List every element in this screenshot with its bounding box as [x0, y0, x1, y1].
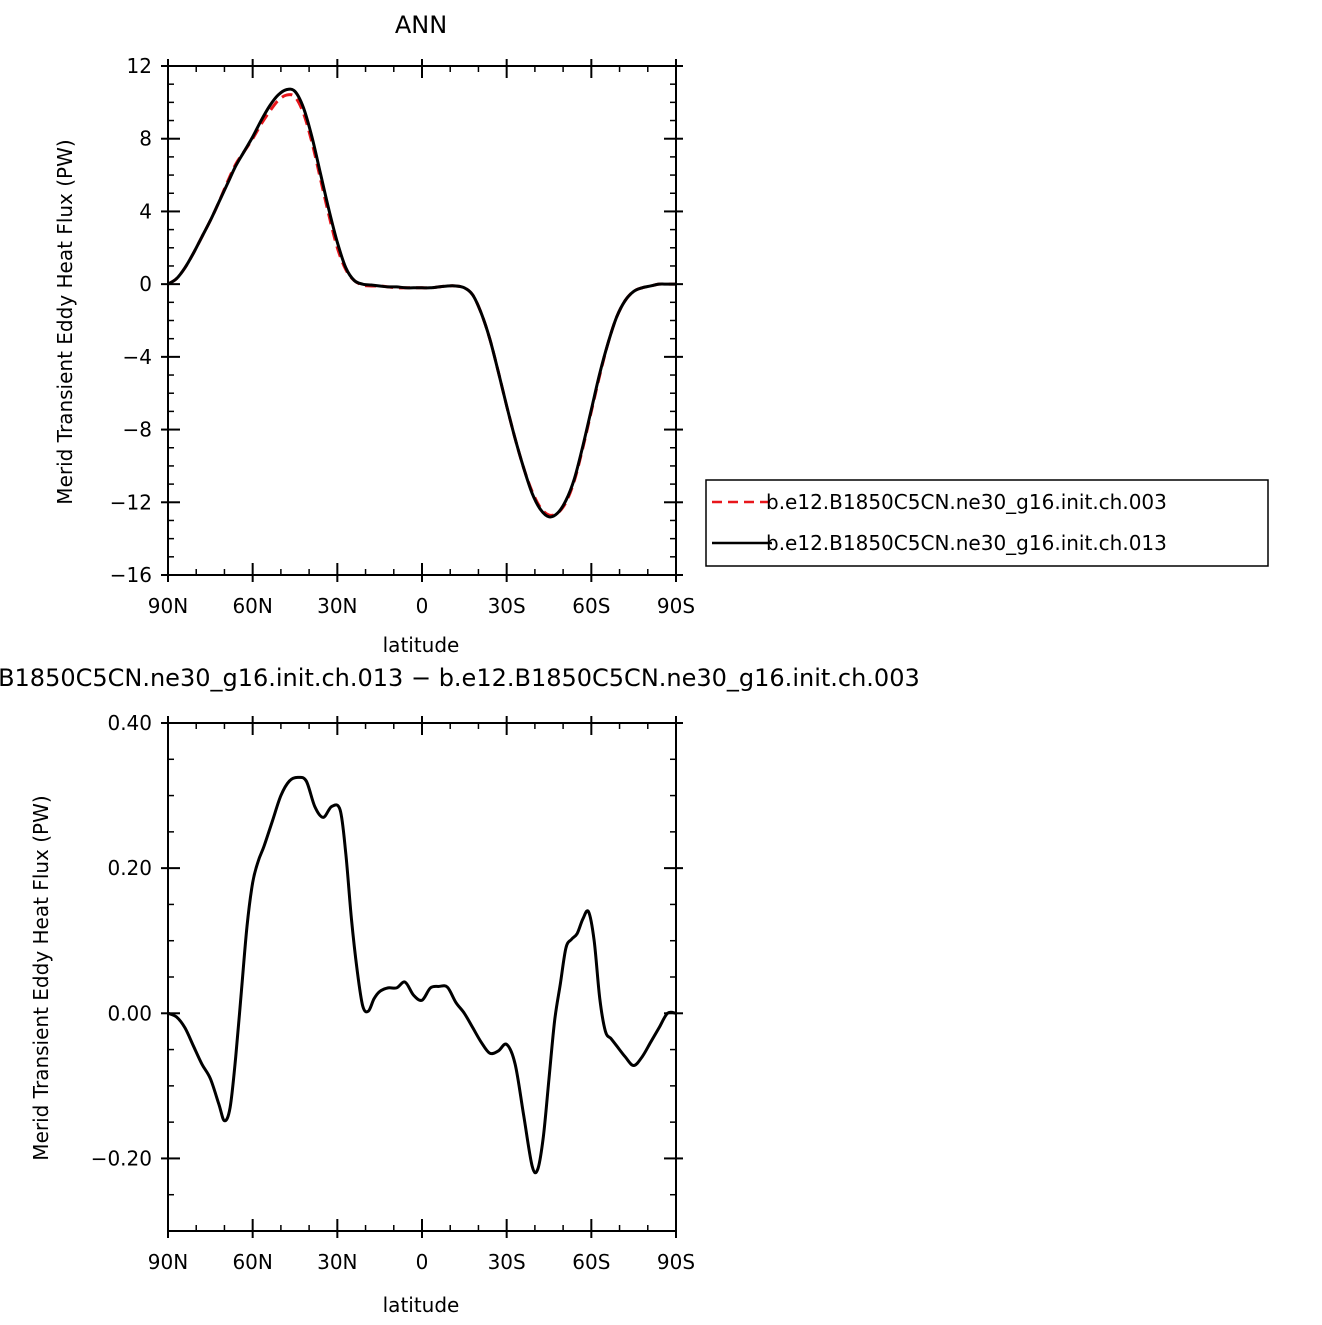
- legend: b.e12.B1850C5CN.ne30_g16.init.ch.003 b.e…: [705, 479, 1269, 567]
- top-ticks-layer: 90N 60N 30N 0 30S 60S 90S 12 8 4 0 −4 −8 −12 −16: [110, 54, 695, 618]
- top-x-tick-label: 30S: [488, 594, 526, 618]
- bottom-x-tick-label: 90S: [657, 1250, 695, 1274]
- legend-label-003: b.e12.B1850C5CN.ne30_g16.init.ch.003: [766, 490, 1167, 514]
- legend-label-013: b.e12.B1850C5CN.ne30_g16.init.ch.013: [766, 531, 1167, 555]
- top-x-tick-label: 90N: [148, 594, 188, 618]
- top-chart-title: ANN: [395, 11, 447, 39]
- top-y-tick-label: 0: [139, 272, 152, 296]
- top-x-tick-label: 0: [416, 594, 429, 618]
- bottom-x-tick-label: 60N: [232, 1250, 272, 1274]
- top-series-layer: [167, 87, 676, 519]
- top-y-tick-label: 4: [139, 199, 152, 223]
- top-x-tick-label: 60N: [232, 594, 272, 618]
- bottom-ticks-layer: 90N 60N 30N 0 30S 60S 90S 0.40 0.20 0.00 −0.20: [91, 711, 695, 1274]
- top-y-tick-label: −8: [123, 418, 152, 442]
- bottom-x-tick-label: 30N: [317, 1250, 357, 1274]
- bottom-chart-title: b.e12.B1850C5CN.ne30_g16.init.ch.013 − b…: [0, 664, 920, 692]
- bottom-x-tick-label: 0: [416, 1250, 429, 1274]
- top-y-tick-label: 8: [139, 127, 152, 151]
- bottom-y-tick-label: 0.40: [107, 711, 152, 735]
- bottom-y-tick-label: −0.20: [91, 1146, 152, 1170]
- top-y-tick-label: −4: [123, 345, 152, 369]
- top-plot-frame: [167, 65, 677, 576]
- top-y-tick-label: 12: [127, 54, 152, 78]
- top-x-tick-label: 60S: [572, 594, 610, 618]
- bottom-plot-frame: [167, 722, 677, 1232]
- bottom-y-tick-label: 0.00: [107, 1001, 152, 1025]
- top-panel: ANN 90N 60N 30N 0 30S 60S 90S 12 8 4 0 −4 −8 −12 −16 l…: [53, 11, 1269, 657]
- top-y-axis-title: Merid Transient Eddy Heat Flux (PW): [53, 139, 77, 504]
- top-series-line-0: [167, 93, 676, 517]
- bottom-x-axis-title: latitude: [383, 1293, 460, 1317]
- bottom-series-layer: [167, 775, 677, 1175]
- bottom-x-tick-label: 60S: [572, 1250, 610, 1274]
- bottom-x-tick-label: 30S: [488, 1250, 526, 1274]
- top-x-tick-label: 90S: [657, 594, 695, 618]
- top-x-axis-title: latitude: [383, 633, 460, 657]
- legend-box: [705, 479, 1269, 567]
- top-y-tick-label: −16: [110, 563, 152, 587]
- top-y-tick-label: −12: [110, 490, 152, 514]
- bottom-series-line-0: [167, 775, 677, 1175]
- top-series-line-1: [167, 87, 676, 519]
- bottom-x-tick-label: 90N: [148, 1250, 188, 1274]
- bottom-y-tick-label: 0.20: [107, 856, 152, 880]
- bottom-panel: b.e12.B1850C5CN.ne30_g16.init.ch.013 − b…: [0, 664, 920, 1317]
- bottom-y-axis-title: Merid Transient Eddy Heat Flux (PW): [29, 795, 53, 1160]
- top-x-tick-label: 30N: [317, 594, 357, 618]
